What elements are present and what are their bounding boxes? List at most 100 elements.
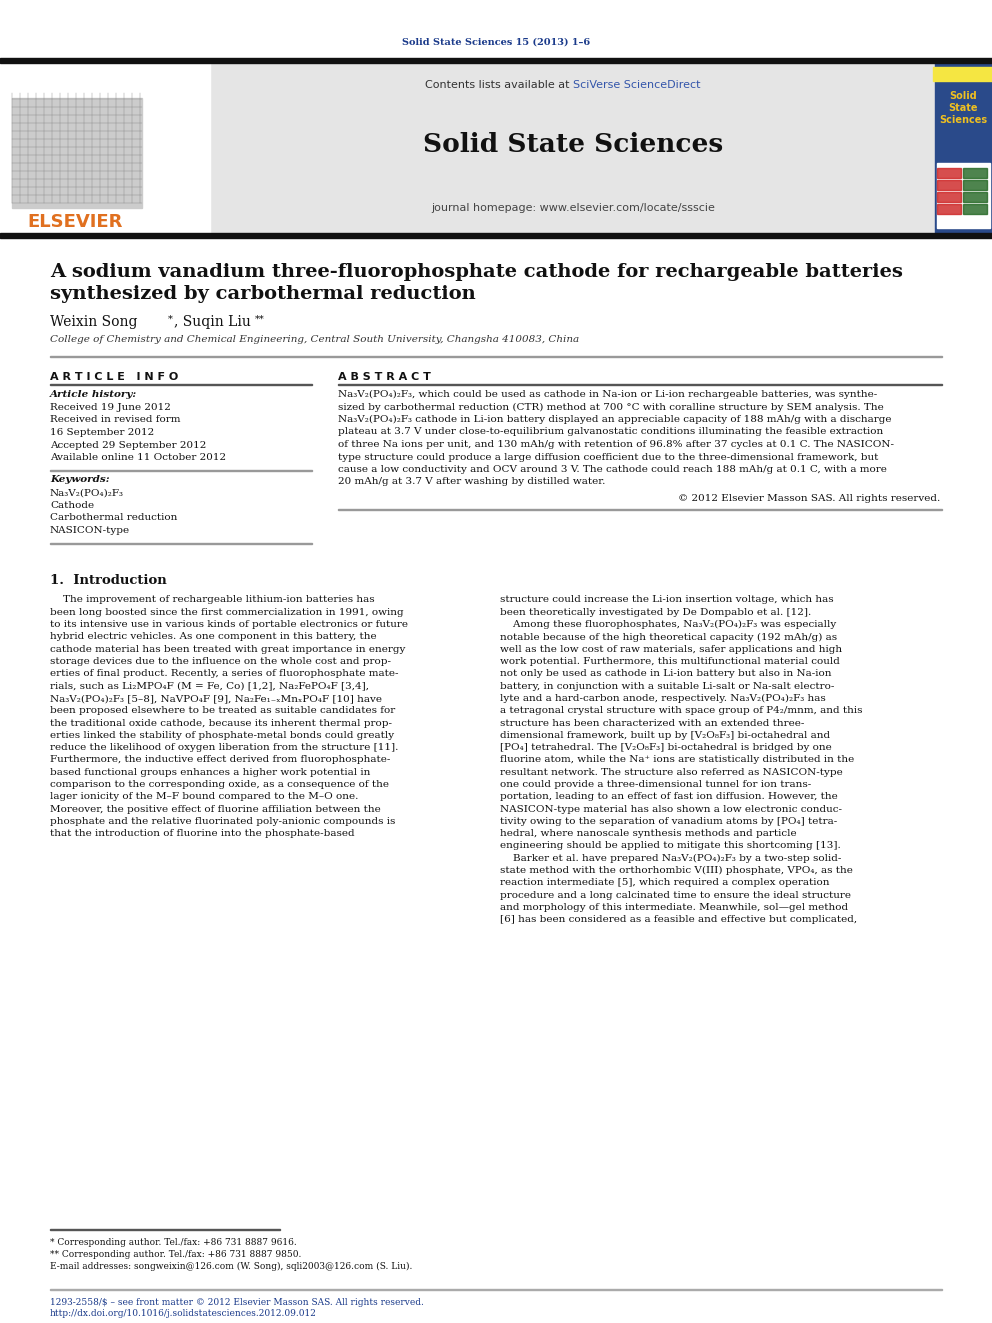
Text: Accepted 29 September 2012: Accepted 29 September 2012 — [50, 441, 206, 450]
Bar — [937, 180, 961, 191]
Text: Cathode: Cathode — [50, 501, 94, 509]
Text: hedral, where nanoscale synthesis methods and particle: hedral, where nanoscale synthesis method… — [500, 830, 797, 839]
Text: Barker et al. have prepared Na₃V₂(PO₄)₂F₃ by a two-step solid-: Barker et al. have prepared Na₃V₂(PO₄)₂F… — [500, 853, 841, 863]
Text: well as the low cost of raw materials, safer applications and high: well as the low cost of raw materials, s… — [500, 644, 842, 654]
Text: SciVerse ScienceDirect: SciVerse ScienceDirect — [573, 79, 700, 90]
Text: comparison to the corresponding oxide, as a consequence of the: comparison to the corresponding oxide, a… — [50, 781, 389, 789]
Bar — [0, 64, 992, 233]
Text: of three Na ions per unit, and 130 mAh/g with retention of 96.8% after 37 cycles: of three Na ions per unit, and 130 mAh/g… — [338, 441, 894, 448]
Bar — [937, 163, 990, 228]
Text: synthesized by carbothermal reduction: synthesized by carbothermal reduction — [50, 284, 476, 303]
Text: cause a low conductivity and OCV around 3 V. The cathode could reach 188 mAh/g a: cause a low conductivity and OCV around … — [338, 464, 887, 474]
Text: structure could increase the Li-ion insertion voltage, which has: structure could increase the Li-ion inse… — [500, 595, 833, 605]
Text: battery, in conjunction with a suitable Li-salt or Na-salt electro-: battery, in conjunction with a suitable … — [500, 681, 834, 691]
Text: © 2012 Elsevier Masson SAS. All rights reserved.: © 2012 Elsevier Masson SAS. All rights r… — [678, 493, 940, 503]
Text: Received 19 June 2012: Received 19 June 2012 — [50, 404, 171, 411]
Bar — [963, 180, 987, 191]
Bar — [12, 98, 142, 208]
Text: one could provide a three-dimensional tunnel for ion trans-: one could provide a three-dimensional tu… — [500, 781, 811, 789]
Text: College of Chemistry and Chemical Engineering, Central South University, Changsh: College of Chemistry and Chemical Engine… — [50, 335, 579, 344]
Text: ** Corresponding author. Tel./fax: +86 731 8887 9850.: ** Corresponding author. Tel./fax: +86 7… — [50, 1250, 302, 1259]
Text: lyte and a hard-carbon anode, respectively. Na₃V₂(PO₄)₂F₃ has: lyte and a hard-carbon anode, respective… — [500, 693, 825, 703]
Text: Na₃V₂(PO₄)₂F₃, which could be used as cathode in Na-ion or Li-ion rechargeable b: Na₃V₂(PO₄)₂F₃, which could be used as ca… — [338, 390, 877, 400]
Text: Article history:: Article history: — [50, 390, 137, 400]
Text: tivity owing to the separation of vanadium atoms by [PO₄] tetra-: tivity owing to the separation of vanadi… — [500, 816, 837, 826]
Bar — [0, 233, 992, 238]
Text: *: * — [168, 315, 173, 324]
Text: been long boosted since the first commercialization in 1991, owing: been long boosted since the first commer… — [50, 607, 404, 617]
Text: NASICON-type material has also shown a low electronic conduc-: NASICON-type material has also shown a l… — [500, 804, 842, 814]
Text: reaction intermediate [5], which required a complex operation: reaction intermediate [5], which require… — [500, 878, 829, 888]
Text: E-mail addresses: songweixin@126.com (W. Song), sqli2003@126.com (S. Liu).: E-mail addresses: songweixin@126.com (W.… — [50, 1262, 413, 1271]
Text: Received in revised form: Received in revised form — [50, 415, 181, 425]
Text: and morphology of this intermediate. Meanwhile, sol—gel method: and morphology of this intermediate. Mea… — [500, 904, 848, 912]
Text: structure has been characterized with an extended three-: structure has been characterized with an… — [500, 718, 805, 728]
Text: storage devices due to the influence on the whole cost and prop-: storage devices due to the influence on … — [50, 658, 391, 665]
Text: lager ionicity of the M–F bound compared to the M–O one.: lager ionicity of the M–F bound compared… — [50, 792, 358, 802]
Text: state method with the orthorhombic V(III) phosphate, VPO₄, as the: state method with the orthorhombic V(III… — [500, 867, 853, 876]
Text: dimensional framework, built up by [V₂O₈F₃] bi-octahedral and: dimensional framework, built up by [V₂O₈… — [500, 730, 830, 740]
Text: notable because of the high theoretical capacity (192 mAh/g) as: notable because of the high theoretical … — [500, 632, 837, 642]
Text: reduce the likelihood of oxygen liberation from the structure [11].: reduce the likelihood of oxygen liberati… — [50, 744, 399, 751]
Text: The improvement of rechargeable lithium-ion batteries has: The improvement of rechargeable lithium-… — [50, 595, 375, 605]
Text: Available online 11 October 2012: Available online 11 October 2012 — [50, 452, 226, 462]
Bar — [0, 58, 992, 64]
Text: Solid
State
Sciences: Solid State Sciences — [939, 90, 987, 126]
Text: hybrid electric vehicles. As one component in this battery, the: hybrid electric vehicles. As one compone… — [50, 632, 377, 642]
Text: Na₃V₂(PO₄)₂F₃: Na₃V₂(PO₄)₂F₃ — [50, 488, 124, 497]
Text: Solid State Sciences: Solid State Sciences — [423, 132, 723, 157]
Text: the traditional oxide cathode, because its inherent thermal prop-: the traditional oxide cathode, because i… — [50, 718, 392, 728]
Text: type structure could produce a large diffusion coefficient due to the three-dime: type structure could produce a large dif… — [338, 452, 878, 462]
Text: Weixin Song: Weixin Song — [50, 315, 138, 329]
Bar — [963, 204, 987, 214]
Text: cathode material has been treated with great importance in energy: cathode material has been treated with g… — [50, 644, 406, 654]
Text: ELSEVIER: ELSEVIER — [28, 213, 123, 232]
Text: procedure and a long calcinated time to ensure the ideal structure: procedure and a long calcinated time to … — [500, 890, 851, 900]
Text: not only be used as cathode in Li-ion battery but also in Na-ion: not only be used as cathode in Li-ion ba… — [500, 669, 831, 679]
Text: portation, leading to an effect of fast ion diffusion. However, the: portation, leading to an effect of fast … — [500, 792, 838, 802]
Text: 1.  Introduction: 1. Introduction — [50, 573, 167, 586]
Text: [PO₄] tetrahedral. The [V₂O₈F₃] bi-octahedral is bridged by one: [PO₄] tetrahedral. The [V₂O₈F₃] bi-octah… — [500, 744, 831, 751]
Text: Carbothermal reduction: Carbothermal reduction — [50, 513, 178, 523]
Text: NASICON-type: NASICON-type — [50, 527, 130, 534]
Bar — [963, 168, 987, 179]
Bar — [937, 168, 961, 179]
Bar — [937, 192, 961, 202]
Text: phosphate and the relative fluorinated poly-anionic compounds is: phosphate and the relative fluorinated p… — [50, 816, 396, 826]
Text: erties of final product. Recently, a series of fluorophosphate mate-: erties of final product. Recently, a ser… — [50, 669, 399, 679]
Text: sized by carbothermal reduction (CTR) method at 700 °C with coralline structure : sized by carbothermal reduction (CTR) me… — [338, 402, 884, 411]
Text: **: ** — [255, 315, 265, 324]
Text: erties linked the stability of phosphate-metal bonds could greatly: erties linked the stability of phosphate… — [50, 730, 394, 740]
Text: work potential. Furthermore, this multifunctional material could: work potential. Furthermore, this multif… — [500, 658, 840, 665]
Text: Keywords:: Keywords: — [50, 475, 110, 484]
Text: plateau at 3.7 V under close-to-equilibrium galvanostatic conditions illuminatin: plateau at 3.7 V under close-to-equilibr… — [338, 427, 883, 437]
Text: volume: volume — [952, 71, 973, 77]
Bar — [933, 67, 992, 81]
Text: 20 mAh/g at 3.7 V after washing by distilled water.: 20 mAh/g at 3.7 V after washing by disti… — [338, 478, 605, 487]
Text: Contents lists available at: Contents lists available at — [425, 79, 573, 90]
Text: [6] has been considered as a feasible and effective but complicated,: [6] has been considered as a feasible an… — [500, 916, 857, 925]
Bar — [937, 204, 961, 214]
Text: been theoretically investigated by De Dompablo et al. [12].: been theoretically investigated by De Do… — [500, 607, 811, 617]
Text: A sodium vanadium three-fluorophosphate cathode for rechargeable batteries: A sodium vanadium three-fluorophosphate … — [50, 263, 903, 280]
Text: * Corresponding author. Tel./fax: +86 731 8887 9616.: * Corresponding author. Tel./fax: +86 73… — [50, 1238, 297, 1248]
Bar — [935, 64, 992, 233]
Text: Solid State Sciences 15 (2013) 1–6: Solid State Sciences 15 (2013) 1–6 — [402, 37, 590, 46]
Text: 1293-2558/$ – see front matter © 2012 Elsevier Masson SAS. All rights reserved.: 1293-2558/$ – see front matter © 2012 El… — [50, 1298, 424, 1307]
Bar — [0, 64, 210, 233]
Bar — [963, 192, 987, 202]
Text: Na₃V₂(PO₄)₂F₃ cathode in Li-ion battery displayed an appreciable capacity of 188: Na₃V₂(PO₄)₂F₃ cathode in Li-ion battery … — [338, 415, 892, 425]
Text: resultant network. The structure also referred as NASICON-type: resultant network. The structure also re… — [500, 767, 843, 777]
Text: been proposed elsewhere to be treated as suitable candidates for: been proposed elsewhere to be treated as… — [50, 706, 395, 716]
Text: Na₃V₂(PO₄)₂F₃ [5–8], NaVPO₄F [9], Na₂Fe₁₋ₓMnₓPO₄F [10] have: Na₃V₂(PO₄)₂F₃ [5–8], NaVPO₄F [9], Na₂Fe₁… — [50, 693, 382, 703]
Text: Among these fluorophosphates, Na₃V₂(PO₄)₂F₃ was especially: Among these fluorophosphates, Na₃V₂(PO₄)… — [500, 620, 836, 630]
Text: Moreover, the positive effect of fluorine affiliation between the: Moreover, the positive effect of fluorin… — [50, 804, 381, 814]
Text: engineering should be applied to mitigate this shortcoming [13].: engineering should be applied to mitigat… — [500, 841, 841, 851]
Text: to its intensive use in various kinds of portable electronics or future: to its intensive use in various kinds of… — [50, 620, 408, 630]
Text: journal homepage: www.elsevier.com/locate/ssscie: journal homepage: www.elsevier.com/locat… — [432, 202, 715, 213]
Text: rials, such as Li₂MPO₄F (M = Fe, Co) [1,2], Na₂FePO₄F [3,4],: rials, such as Li₂MPO₄F (M = Fe, Co) [1,… — [50, 681, 369, 691]
Text: fluorine atom, while the Na⁺ ions are statistically distributed in the: fluorine atom, while the Na⁺ ions are st… — [500, 755, 854, 765]
Text: A R T I C L E   I N F O: A R T I C L E I N F O — [50, 372, 179, 382]
Text: based functional groups enhances a higher work potential in: based functional groups enhances a highe… — [50, 767, 370, 777]
Text: A B S T R A C T: A B S T R A C T — [338, 372, 431, 382]
